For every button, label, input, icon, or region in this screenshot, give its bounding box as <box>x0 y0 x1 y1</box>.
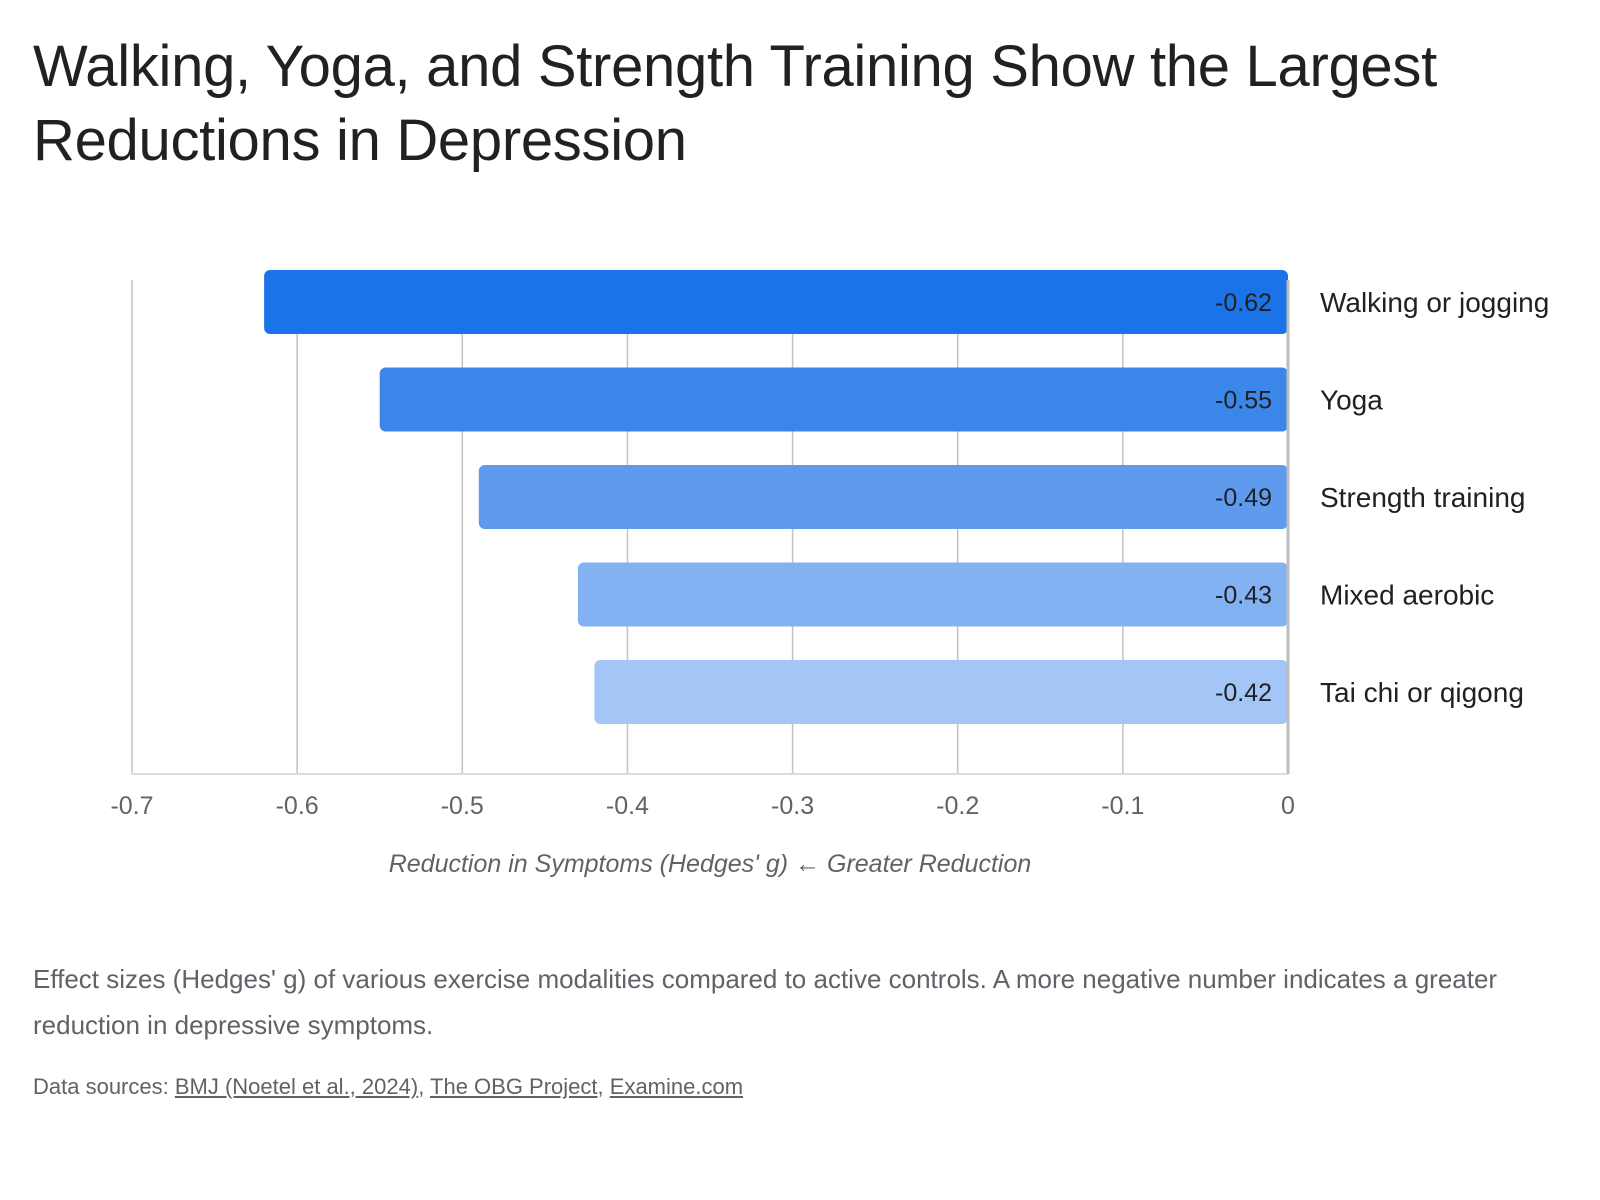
category-label: Mixed aerobic <box>1320 580 1494 611</box>
category-label: Strength training <box>1320 482 1525 513</box>
bar-value-label: -0.62 <box>1215 289 1272 317</box>
labels: -0.7 -0.6 -0.5 -0.4 -0.3 -0.2 -0.1 0 -0.62 -0.55 -… <box>110 287 1549 878</box>
bar-value-label: -0.42 <box>1215 679 1272 707</box>
source-link-bmj[interactable]: BMJ (Noetel et al., 2024) <box>174 1074 419 1099</box>
x-tick-label: -0.5 <box>441 792 484 820</box>
bar-value-label: -0.55 <box>1215 387 1272 415</box>
data-sources: Data sources: BMJ (Noetel et al., 2024),… <box>33 1072 743 1102</box>
sources-prefix: Data sources: <box>33 1074 175 1099</box>
category-label: Tai chi or qigong <box>1320 677 1524 708</box>
x-tick-label: -0.6 <box>276 792 319 820</box>
sources-separator: , <box>597 1074 610 1099</box>
x-tick-label: -0.1 <box>1101 792 1144 820</box>
category-label: Walking or jogging <box>1320 287 1549 318</box>
bars <box>264 270 1289 724</box>
x-tick-label: -0.2 <box>936 792 979 820</box>
x-tick-label: -0.7 <box>110 792 153 820</box>
bar-4 <box>594 660 1288 724</box>
bar-3 <box>577 562 1288 627</box>
x-tick-label: -0.3 <box>771 792 814 820</box>
chart-title: Walking, Yoga, and Strength Training Sho… <box>33 34 1437 173</box>
source-link-obg-project[interactable]: The OBG Project <box>430 1074 598 1099</box>
axes <box>132 280 1290 775</box>
bar-0 <box>264 270 1289 334</box>
bar-value-label: -0.49 <box>1215 484 1272 512</box>
chart-caption: Effect sizes (Hedges' g) of various exer… <box>33 964 1498 1040</box>
x-axis-title: Reduction in Symptoms (Hedges' g) ← Grea… <box>389 850 1032 878</box>
bar-chart: -0.7 -0.6 -0.5 -0.4 -0.3 -0.2 -0.1 0 -0.62 -0.55 -… <box>110 270 1549 878</box>
sources-separator: , <box>418 1074 431 1099</box>
bar-2 <box>478 465 1288 529</box>
source-link-examine[interactable]: Examine.com <box>609 1074 744 1099</box>
x-tick-label: 0 <box>1281 792 1295 820</box>
x-tick-label: -0.4 <box>606 792 649 820</box>
bar-1 <box>379 367 1288 432</box>
bar-value-label: -0.43 <box>1215 582 1272 610</box>
category-label: Yoga <box>1320 385 1383 416</box>
